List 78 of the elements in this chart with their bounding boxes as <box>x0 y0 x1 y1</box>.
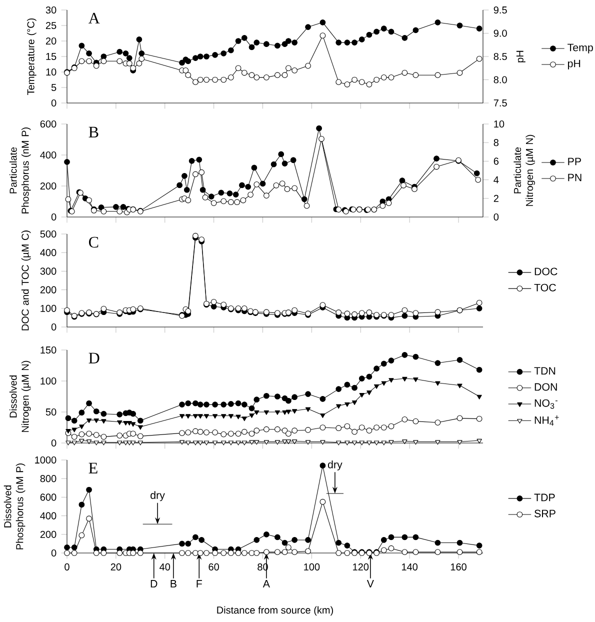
y2-axis-title: Particulate Nitrogen (µM N) <box>514 134 535 206</box>
y2-tick-label: 4 <box>494 176 499 184</box>
annotation: A <box>262 580 270 588</box>
y-tick-label: 600 <box>40 120 56 128</box>
x-tick-label: 140 <box>402 563 418 570</box>
y2-tick-label: 2 <box>494 194 498 202</box>
x-tick-label: 40 <box>160 563 170 570</box>
y-tick-label: 200 <box>40 286 56 294</box>
y-tick-label: 1000 <box>35 456 56 464</box>
annotation: B <box>88 126 98 138</box>
y2-tick-label: 10 <box>494 120 504 128</box>
y-tick-label: 0 <box>51 439 56 447</box>
legend-label: TDN <box>534 367 556 375</box>
x-tick-label: 0 <box>64 563 70 570</box>
y-axis-title: Dissolved Nitrogen (µM N) <box>9 360 31 432</box>
y-tick-label: 600 <box>40 494 56 501</box>
y-axis-title: DOC and TOC (µM C) <box>21 230 31 330</box>
annotation: B <box>170 580 176 588</box>
x-axis-title: Distance from source (km) <box>217 606 333 616</box>
y-tick-label: 400 <box>40 151 56 159</box>
x-tick-label: 160 <box>450 563 466 570</box>
annotation: F <box>196 580 202 588</box>
y-tick-label: 50 <box>46 408 56 416</box>
annotation: E <box>88 462 98 474</box>
y2-tick-label: 9.0 <box>494 30 507 37</box>
y-tick-label: 500 <box>40 230 56 238</box>
y-axis-title: Dissolved Phosphorus (nM P) <box>4 464 26 550</box>
y-axis-title: Particulate Phosphorus (nM P) <box>9 128 31 214</box>
y-tick-label: 0 <box>51 99 56 107</box>
y-tick-label: 20 <box>46 37 56 45</box>
y-tick-label: 25 <box>46 22 56 30</box>
x-tick-label: 100 <box>304 563 320 570</box>
annotation: C <box>88 236 98 248</box>
x-tick-label: 120 <box>353 563 369 570</box>
y-tick-label: 100 <box>40 377 56 385</box>
y-axis-title: Temperature (°C) <box>27 18 36 95</box>
y-tick-label: 10 <box>46 68 56 76</box>
y-tick-label: 0 <box>51 549 56 557</box>
annotation: dry <box>328 460 342 470</box>
legend-label: NO$_{3}$- <box>534 399 558 409</box>
x-tick-label: 60 <box>208 563 219 570</box>
legend-label: PN <box>568 174 582 182</box>
text: TDP <box>534 494 555 502</box>
y2-tick-label: 7.5 <box>494 100 507 106</box>
y2-tick-label: 0 <box>494 213 499 221</box>
annotation: D <box>88 352 100 364</box>
annotation: D <box>150 580 158 588</box>
y-tick-label: 0 <box>51 213 56 221</box>
y-tick-label: 400 <box>40 249 56 256</box>
y-tick-label: 5 <box>51 84 56 91</box>
y2-tick-label: 8.0 <box>494 76 507 84</box>
x-tick-label: 20 <box>110 563 122 570</box>
y2-tick-label: 6 <box>494 158 499 165</box>
y-tick-label: 15 <box>46 53 56 60</box>
legend-label: PP <box>568 158 581 166</box>
y-tick-label: 800 <box>40 475 56 482</box>
y-tick-label: 150 <box>40 346 56 354</box>
legend-label: DON <box>534 383 557 391</box>
y-tick-label: 300 <box>40 268 56 275</box>
legend-label: DOC <box>534 268 558 276</box>
y-tick-label: 100 <box>40 304 56 312</box>
y2-tick-label: 8 <box>494 139 499 146</box>
y2-tick-label: 8.5 <box>494 52 507 60</box>
annotation: V <box>366 580 374 588</box>
y2-tick-label: 9.5 <box>494 6 507 14</box>
annotation: dry <box>150 491 165 502</box>
annotation: A <box>88 12 100 24</box>
y-tick-label: 30 <box>46 6 56 14</box>
legend-label: NH$_{4}$+ <box>534 415 559 426</box>
legend-label: TOC <box>534 284 556 292</box>
y-tick-label: 0 <box>51 323 56 331</box>
legend-label: Temp <box>568 44 593 54</box>
legend-label: pH <box>568 60 580 70</box>
y-tick-label: 400 <box>40 512 56 520</box>
legend-label: SRP <box>534 510 556 518</box>
y-tick-label: 200 <box>40 182 56 190</box>
y-tick-label: 200 <box>40 530 56 538</box>
y2-axis-title: pH <box>516 50 526 62</box>
